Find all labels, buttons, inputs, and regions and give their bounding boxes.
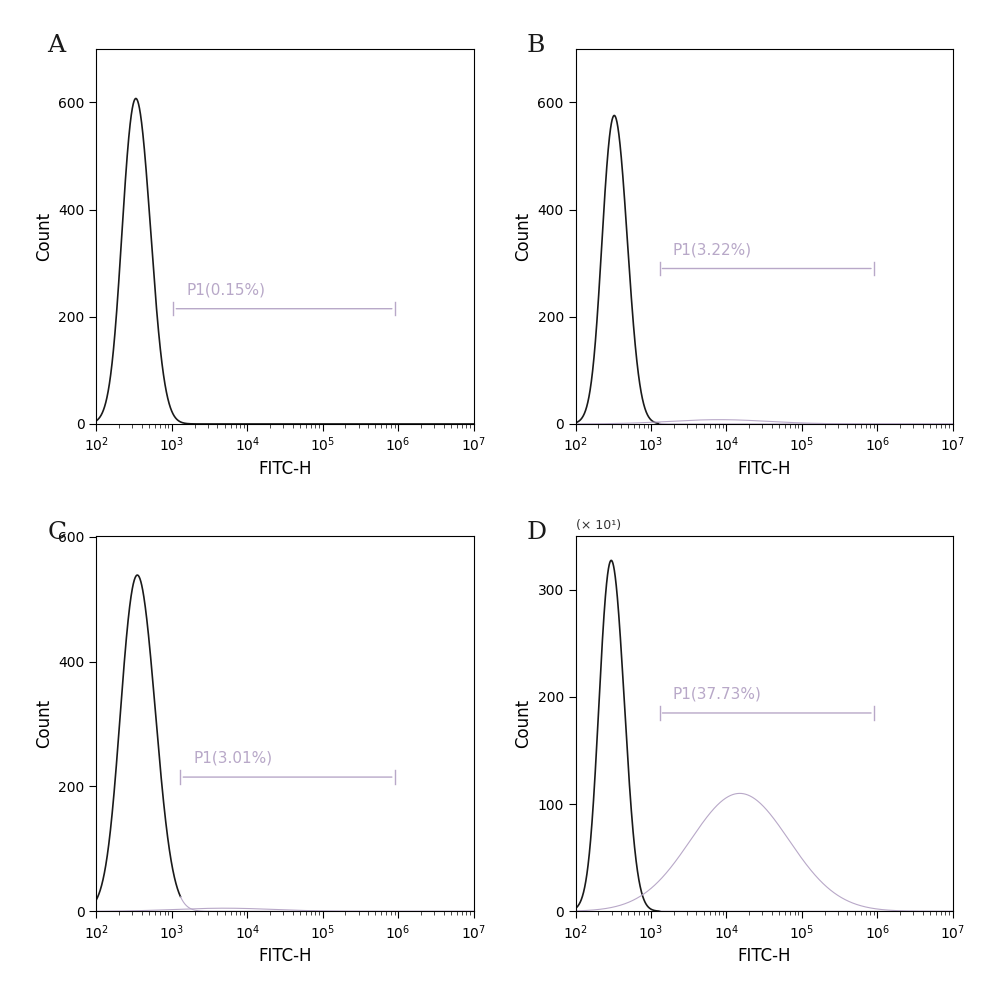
Text: P1(3.01%): P1(3.01%) <box>194 751 273 766</box>
X-axis label: FITC-H: FITC-H <box>737 460 791 478</box>
Text: (× 10¹): (× 10¹) <box>576 519 621 532</box>
Text: P1(37.73%): P1(37.73%) <box>673 687 762 702</box>
Text: P1(3.22%): P1(3.22%) <box>673 242 752 257</box>
Text: C: C <box>47 521 67 544</box>
X-axis label: FITC-H: FITC-H <box>258 460 312 478</box>
Text: A: A <box>47 34 66 57</box>
Text: B: B <box>527 34 545 57</box>
Text: D: D <box>527 521 547 544</box>
X-axis label: FITC-H: FITC-H <box>737 947 791 965</box>
Y-axis label: Count: Count <box>35 212 53 261</box>
Y-axis label: Count: Count <box>514 212 532 261</box>
X-axis label: FITC-H: FITC-H <box>258 947 312 965</box>
Text: P1(0.15%): P1(0.15%) <box>187 282 266 297</box>
Y-axis label: Count: Count <box>35 699 53 748</box>
Y-axis label: Count: Count <box>514 699 532 748</box>
